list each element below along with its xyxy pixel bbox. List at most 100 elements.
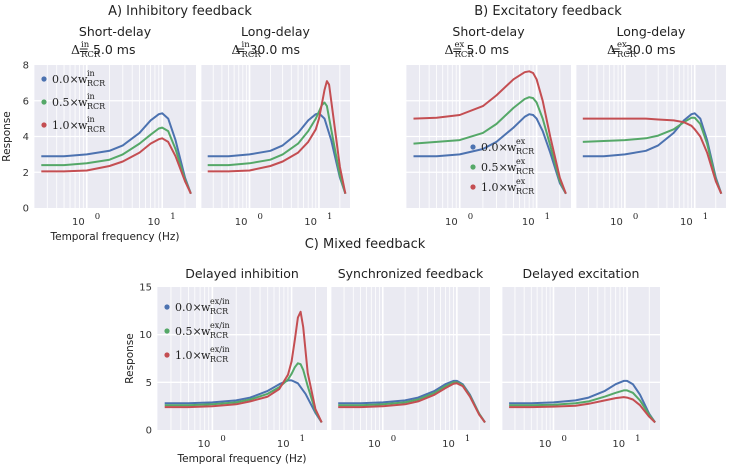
delay-subscript: RCR — [81, 50, 101, 60]
plot-area — [502, 287, 660, 430]
panel-title: Long-delay — [617, 24, 687, 39]
panel-title: Delayed excitation — [523, 266, 640, 281]
x-tick-exponent: 0 — [633, 212, 638, 222]
series-line-0 — [582, 112, 723, 195]
legend-symbol: w — [201, 325, 211, 338]
series-line-2 — [41, 137, 192, 195]
plot-area — [331, 287, 490, 430]
legend-superscript: ex — [516, 157, 526, 166]
x-tick-base: 10 — [304, 217, 317, 228]
legend-symbol: w — [78, 96, 88, 109]
x-tick-base: 10 — [610, 217, 623, 228]
delay-symbol: Δ — [445, 42, 454, 57]
legend-marker-1 — [164, 328, 170, 334]
y-tick-label: 8 — [23, 61, 29, 72]
x-tick-exponent: 0 — [258, 212, 263, 222]
legend-coef: 1.0× — [481, 181, 508, 194]
series-line-2 — [207, 80, 347, 194]
x-tick-label: 10 0 — [72, 212, 100, 228]
x-tick-base: 10 — [680, 217, 693, 228]
x-tick-exponent: 1 — [465, 434, 470, 444]
series-line-0 — [207, 112, 347, 195]
legend-subscript: RCR — [210, 331, 229, 340]
panel-title: Synchronized feedback — [338, 266, 484, 281]
legend-symbol: w — [201, 301, 211, 314]
y-axis-label: Response — [1, 111, 13, 161]
legend-symbol: w — [78, 73, 88, 86]
x-tick-label: 10 1 — [522, 212, 550, 228]
delay-value: = 30.0 ms — [611, 42, 676, 57]
delay-superscript: in — [81, 40, 90, 50]
series-line-1 — [509, 389, 656, 424]
x-tick-base: 10 — [148, 217, 161, 228]
legend-symbol: w — [507, 161, 517, 174]
legend-subscript: RCR — [516, 167, 535, 176]
legend-symbol: w — [507, 181, 517, 194]
legend-symbol: w — [507, 141, 517, 154]
x-tick-label: 10 0 — [198, 434, 226, 450]
delay-symbol: Δ — [71, 42, 80, 57]
legend-marker-1 — [470, 164, 476, 170]
x-tick-exponent: 1 — [635, 434, 640, 444]
x-tick-exponent: 1 — [545, 212, 550, 222]
x-tick-exponent: 0 — [391, 434, 396, 444]
x-axis-label: Temporal frequency (Hz) — [49, 231, 179, 243]
legend-marker-2 — [41, 122, 47, 128]
x-tick-exponent: 1 — [327, 212, 332, 222]
delay-subscript: RCR — [242, 50, 262, 60]
series-line-1 — [164, 362, 323, 423]
x-tick-base: 10 — [235, 217, 248, 228]
legend-superscript: ex/in — [210, 345, 230, 354]
legend-superscript: ex — [516, 137, 526, 146]
delay-value: = 5.0 ms — [452, 42, 509, 57]
legend-marker-1 — [41, 99, 47, 105]
legend-subscript: RCR — [210, 307, 229, 316]
legend-symbol: w — [78, 119, 88, 132]
legend-subscript: RCR — [87, 79, 106, 88]
x-tick-label: 10 0 — [235, 212, 263, 228]
y-tick-label: 15 — [139, 283, 152, 294]
x-axis-label: Temporal frequency (Hz) — [176, 453, 306, 465]
legend-superscript: in — [87, 115, 95, 124]
series-line-0 — [41, 112, 192, 195]
legend-marker-0 — [470, 144, 476, 150]
series-line-2 — [338, 382, 486, 424]
x-tick-base: 10 — [539, 439, 552, 450]
x-tick-label: 10 0 — [445, 212, 473, 228]
delay-superscript: in — [242, 40, 251, 50]
legend-subscript: RCR — [516, 147, 535, 156]
legend-subscript: RCR — [87, 125, 106, 134]
series-line-2 — [164, 310, 323, 423]
y-tick-label: 6 — [23, 96, 29, 107]
series-line-1 — [413, 96, 567, 195]
legend-superscript: in — [87, 69, 95, 78]
section-title-a: A) Inhibitory feedback — [108, 4, 252, 19]
x-tick-exponent: 0 — [220, 434, 225, 444]
legend-marker-2 — [164, 352, 170, 358]
legend-symbol: w — [201, 349, 211, 362]
delay-subscript: RCR — [617, 50, 637, 60]
x-tick-exponent: 1 — [300, 434, 305, 444]
legend-subscript: RCR — [87, 102, 106, 111]
series-line-0 — [164, 379, 323, 423]
panel-title: Short-delay — [452, 24, 525, 39]
delay-symbol: Δ — [607, 42, 616, 57]
x-tick-base: 10 — [368, 439, 381, 450]
legend-subscript: RCR — [210, 355, 229, 364]
y-tick-label: 5 — [146, 378, 152, 389]
x-tick-label: 10 0 — [539, 434, 567, 450]
legend-coef: 1.0× — [52, 119, 79, 132]
y-tick-label: 0 — [146, 426, 152, 437]
legend-superscript: ex/in — [210, 321, 230, 330]
x-tick-base: 10 — [198, 439, 211, 450]
panel-title: Long-delay — [241, 24, 311, 39]
x-tick-base: 10 — [442, 439, 455, 450]
